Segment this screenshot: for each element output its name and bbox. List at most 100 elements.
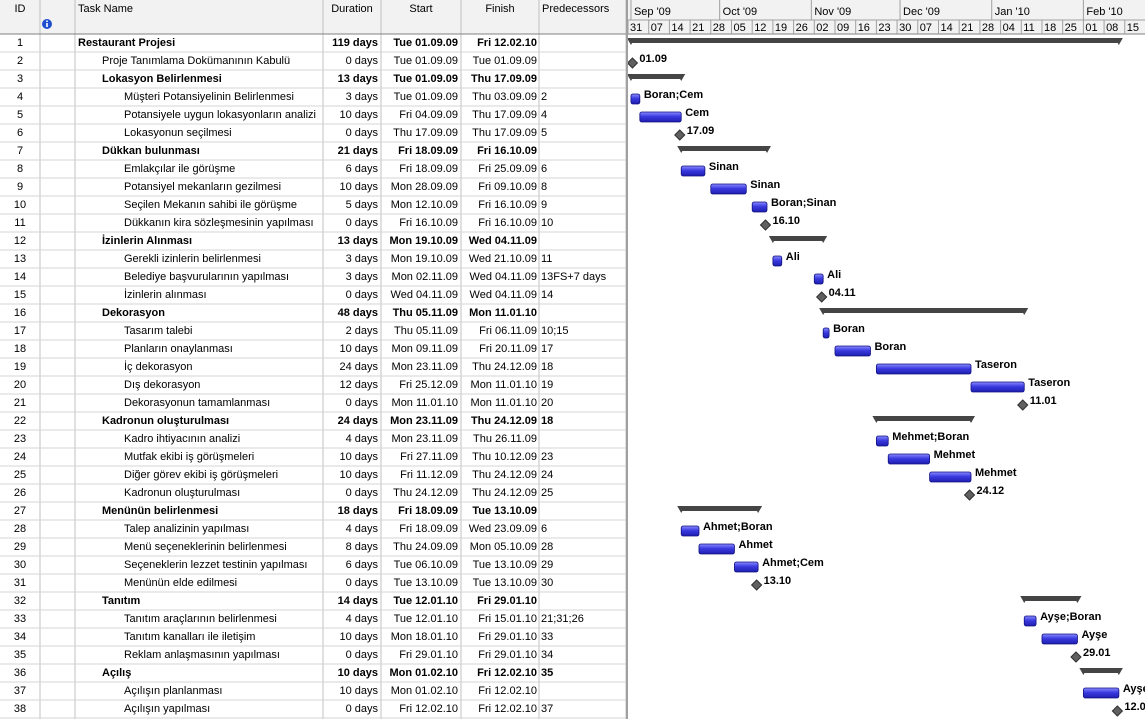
task-predecessors[interactable]: 2 [541, 91, 547, 103]
task-finish[interactable]: Fri 12.02.10 [477, 37, 537, 49]
task-finish[interactable]: Thu 03.09.09 [472, 91, 537, 103]
summary-bar[interactable] [1083, 668, 1119, 673]
row-id[interactable]: 20 [14, 379, 26, 391]
task-name[interactable]: Potansiyele uygun lokasyonların analizi [124, 109, 316, 121]
task-finish[interactable]: Fri 29.01.10 [477, 595, 537, 607]
task-start[interactable]: Fri 16.10.09 [399, 217, 458, 229]
task-duration[interactable]: 10 days [339, 343, 378, 355]
task-predecessors[interactable]: 18 [541, 415, 553, 427]
column-header[interactable]: Start [409, 3, 432, 15]
summary-bar[interactable] [681, 146, 767, 151]
task-name[interactable]: Emlakçılar ile görüşme [124, 163, 235, 175]
row-id[interactable]: 37 [14, 685, 26, 697]
task-duration[interactable]: 14 days [338, 595, 378, 607]
task-finish[interactable]: Fri 16.10.09 [478, 217, 537, 229]
task-bar[interactable] [875, 435, 889, 447]
task-name[interactable]: Proje Tanımlama Dokümanının Kabulü [102, 55, 290, 67]
task-name[interactable]: Dükkanın kira sözleşmesinin yapılması [124, 217, 314, 229]
task-finish[interactable]: Wed 04.11.09 [470, 271, 537, 283]
task-finish[interactable]: Fri 16.10.09 [477, 145, 537, 157]
task-name[interactable]: Gerekli izinlerin belirlenmesi [124, 253, 261, 265]
task-finish[interactable]: Thu 17.09.09 [471, 73, 537, 85]
task-start[interactable]: Mon 18.01.10 [391, 631, 458, 643]
task-bar[interactable] [1082, 687, 1120, 699]
task-finish[interactable]: Tue 13.10.09 [473, 559, 537, 571]
row-id[interactable]: 15 [14, 289, 26, 301]
task-predecessors[interactable]: 8 [541, 181, 547, 193]
task-finish[interactable]: Tue 13.10.09 [472, 505, 537, 517]
task-finish[interactable]: Thu 24.12.09 [472, 469, 537, 481]
column-header[interactable]: ID [15, 3, 26, 15]
task-start[interactable]: Fri 25.12.09 [399, 379, 458, 391]
task-start[interactable]: Thu 24.12.09 [393, 487, 458, 499]
summary-bar[interactable] [681, 506, 759, 511]
task-start[interactable]: Fri 04.09.09 [399, 109, 458, 121]
task-finish[interactable]: Fri 16.10.09 [478, 199, 537, 211]
task-start[interactable]: Mon 28.09.09 [391, 181, 458, 193]
task-name[interactable]: Dekorasyonun tamamlanması [124, 397, 270, 409]
task-duration[interactable]: 0 days [346, 289, 379, 301]
task-name[interactable]: Diğer görev ekibi iş görüşmeleri [124, 469, 278, 481]
task-predecessors[interactable]: 23 [541, 451, 553, 463]
task-duration[interactable]: 3 days [346, 253, 379, 265]
task-finish[interactable]: Fri 29.01.10 [478, 631, 537, 643]
task-duration[interactable]: 6 days [346, 163, 379, 175]
task-name[interactable]: İzinlerin Alınması [102, 234, 192, 247]
task-predecessors[interactable]: 24 [541, 469, 553, 481]
row-id[interactable]: 4 [17, 91, 23, 103]
task-bar[interactable] [929, 471, 972, 483]
task-duration[interactable]: 0 days [346, 703, 379, 715]
task-start[interactable]: Thu 17.09.09 [393, 127, 458, 139]
task-predecessors[interactable]: 13FS+7 days [541, 271, 607, 283]
row-id[interactable]: 11 [14, 217, 25, 229]
task-start[interactable]: Tue 13.10.09 [394, 577, 458, 589]
task-finish[interactable]: Thu 24.12.09 [471, 415, 537, 427]
row-id[interactable]: 25 [14, 469, 26, 481]
task-finish[interactable]: Fri 20.11.09 [479, 343, 537, 355]
task-duration[interactable]: 0 days [346, 397, 379, 409]
task-start[interactable]: Fri 18.09.09 [399, 523, 458, 535]
task-finish[interactable]: Thu 17.09.09 [472, 127, 537, 139]
row-id[interactable]: 10 [14, 199, 26, 211]
task-bar[interactable] [822, 327, 830, 339]
task-name[interactable]: Tasarım talebi [124, 325, 192, 337]
task-start[interactable]: Tue 12.01.10 [393, 595, 458, 607]
task-predecessors[interactable]: 28 [541, 541, 553, 553]
task-predecessors[interactable]: 25 [541, 487, 553, 499]
task-start[interactable]: Mon 23.11.09 [392, 433, 458, 445]
task-finish[interactable]: Mon 05.10.09 [470, 541, 537, 553]
row-id[interactable]: 31 [14, 577, 26, 589]
task-finish[interactable]: Thu 10.12.09 [472, 451, 537, 463]
row-id[interactable]: 28 [14, 523, 26, 535]
task-bar[interactable] [630, 93, 641, 105]
task-finish[interactable]: Wed 21.10.09 [469, 253, 537, 265]
task-duration[interactable]: 8 days [346, 541, 379, 553]
milestone[interactable] [1017, 399, 1029, 411]
task-predecessors[interactable]: 5 [541, 127, 547, 139]
task-name[interactable]: Seçeneklerin lezzet testinin yapılması [124, 559, 307, 571]
task-predecessors[interactable]: 6 [541, 163, 547, 175]
summary-bar[interactable] [823, 308, 1025, 313]
task-name[interactable]: Mutfak ekibi iş görüşmeleri [124, 451, 254, 463]
row-id[interactable]: 12 [14, 235, 26, 247]
task-bar[interactable] [680, 525, 700, 537]
task-predecessors[interactable]: 18 [541, 361, 553, 373]
task-start[interactable]: Fri 11.12.09 [400, 469, 458, 481]
task-predecessors[interactable]: 34 [541, 649, 553, 661]
task-predecessors[interactable]: 10;15 [541, 325, 569, 337]
task-start[interactable]: Mon 09.11.09 [392, 343, 458, 355]
task-start[interactable]: Fri 29.01.10 [399, 649, 458, 661]
task-duration[interactable]: 0 days [346, 649, 379, 661]
row-id[interactable]: 3 [17, 73, 23, 85]
task-name[interactable]: Açılışın planlanması [124, 685, 222, 697]
task-name[interactable]: Menünün belirlenmesi [102, 505, 218, 517]
task-start[interactable]: Mon 12.10.09 [391, 199, 458, 211]
task-bar[interactable] [772, 255, 783, 267]
task-duration[interactable]: 4 days [346, 433, 379, 445]
task-predecessors[interactable]: 14 [541, 289, 553, 301]
task-start[interactable]: Mon 23.11.09 [392, 361, 458, 373]
task-finish[interactable]: Tue 13.10.09 [473, 577, 537, 589]
row-id[interactable]: 7 [17, 145, 23, 157]
task-bar[interactable] [970, 381, 1025, 393]
task-name[interactable]: Talep analizinin yapılması [124, 523, 249, 535]
